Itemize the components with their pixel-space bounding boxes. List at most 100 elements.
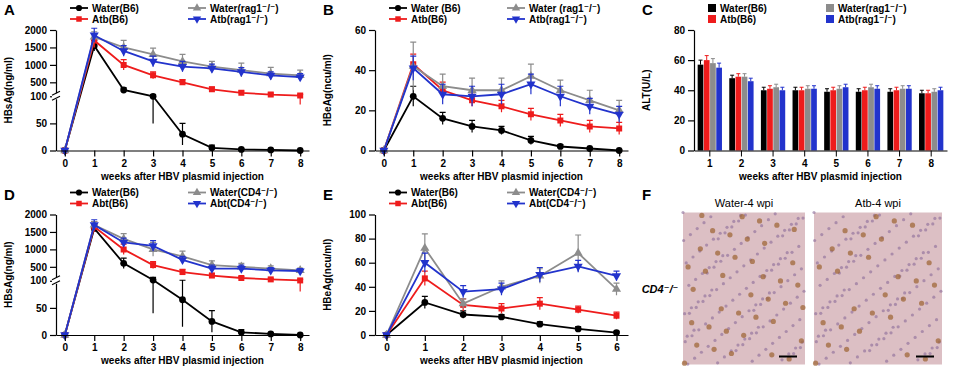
marker [382, 332, 391, 340]
error-bar [920, 90, 924, 93]
tick: 6 [558, 151, 564, 169]
line [384, 66, 619, 150]
tick-mark [50, 47, 56, 48]
tick: 40 [674, 85, 694, 96]
marker [150, 277, 157, 284]
tick: 1500 [25, 227, 56, 238]
axis-break [52, 276, 60, 285]
legend-marker [395, 16, 400, 21]
marker [149, 243, 158, 251]
tick: 0 [360, 330, 375, 341]
legend-marker [395, 201, 400, 206]
error-bar [537, 322, 543, 327]
marker [469, 123, 476, 130]
tick: 1000 [25, 244, 56, 255]
tick-mark [540, 335, 541, 341]
tick-mark [369, 110, 375, 111]
marker [498, 314, 505, 321]
x-axis: 12345678 [695, 151, 948, 169]
tick: 7 [268, 151, 274, 169]
marker [209, 144, 216, 151]
marker [468, 94, 477, 102]
marker [535, 272, 544, 280]
error-bar [857, 89, 861, 92]
marker [497, 92, 506, 100]
tick-mark [688, 90, 694, 91]
error-bar [499, 126, 505, 134]
marker [575, 307, 581, 313]
tick-mark [463, 335, 464, 341]
tick-label: 1 [423, 342, 429, 353]
tick-mark [182, 151, 183, 157]
tick-mark [271, 151, 272, 157]
marker [498, 127, 505, 134]
line-series [382, 234, 621, 338]
marker [238, 90, 244, 96]
tick-label: 4 [180, 342, 186, 353]
bar [874, 89, 880, 151]
tick-mark [65, 335, 66, 341]
tick-label: 1500 [25, 227, 48, 238]
marker [420, 260, 429, 268]
bar [919, 93, 925, 150]
tick-label: 20 [355, 105, 367, 116]
bar [735, 77, 741, 151]
legend-item: Atb(B6) [70, 14, 128, 25]
marker [421, 299, 428, 306]
bar [931, 92, 937, 151]
error-bar [180, 123, 186, 145]
tick: 0 [384, 335, 390, 353]
legend-marker [512, 201, 520, 208]
legend-item: Abt(CD4⁻/⁻) [507, 198, 586, 209]
marker [438, 92, 447, 100]
tick-label: 5 [529, 158, 535, 169]
legend-marker [193, 17, 201, 24]
error-bar [587, 120, 593, 132]
panel: C02040608012345678weeks after HBV plasmi… [641, 1, 948, 182]
marker [296, 268, 305, 276]
bar-series [698, 60, 925, 150]
tick-mark [50, 335, 56, 336]
marker [90, 33, 99, 41]
tick-label: 2 [121, 342, 127, 353]
bar [811, 89, 817, 151]
marker [575, 326, 582, 333]
marker [237, 69, 246, 77]
tick-mark [50, 123, 56, 124]
panel-label: B [323, 1, 334, 18]
tick-label: 4 [538, 342, 544, 353]
tick-label: 1 [707, 158, 713, 169]
error-bar [806, 86, 810, 89]
tick-label: 5 [576, 342, 582, 353]
tick: 6 [865, 151, 871, 169]
x-axis: 012345678 [57, 335, 310, 353]
marker [60, 332, 69, 340]
legend-item: Atb(rag1⁻/⁻) [188, 14, 268, 25]
marker [150, 72, 156, 78]
error-bar [460, 311, 466, 318]
tick-label: 1 [92, 342, 98, 353]
legend-item: Water(B6) [708, 3, 767, 14]
tick: 4 [180, 335, 186, 353]
tick: 60 [674, 55, 694, 66]
tick-label: 0 [679, 145, 685, 156]
legend: Water(B6)Abt(B6)Water(CD4⁻/⁻)Abt(CD4⁻/⁻) [70, 187, 277, 209]
line-series [379, 42, 623, 153]
tick: 3 [770, 151, 776, 169]
marker [615, 112, 624, 120]
marker [612, 273, 621, 281]
marker [268, 92, 274, 98]
marker [379, 148, 388, 156]
plot: 02040608012345678 [674, 25, 948, 169]
image-title: Atb-4 wpi [855, 197, 901, 209]
tick-label: 6 [239, 342, 245, 353]
legend-marker [193, 201, 201, 208]
legend-item: Water(CD4⁻/⁻) [188, 187, 277, 198]
error-bar [926, 90, 930, 93]
marker [121, 62, 127, 68]
tick: 6 [239, 335, 245, 353]
marker [120, 260, 127, 267]
error-bar [780, 87, 784, 90]
tick-mark [931, 151, 932, 157]
marker [616, 125, 622, 131]
